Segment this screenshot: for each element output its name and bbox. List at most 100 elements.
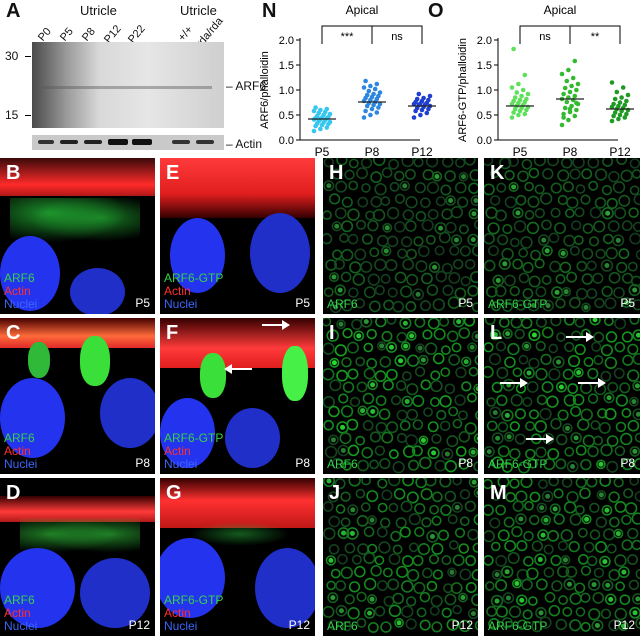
cell-outline [494,285,507,297]
cell-outline [415,260,428,273]
cell-outline [602,579,614,591]
cell-outline [458,619,471,633]
cell-outline [339,233,349,243]
age-label: P8 [135,456,150,470]
cell-outline [499,158,512,170]
cell-outline [541,245,553,257]
channel-label-nuclei: Nuclei [164,619,198,633]
cell-center [338,321,344,327]
cell-outline [344,542,356,554]
cell-center [476,436,478,441]
cell-outline [455,446,467,457]
cell-outline [516,594,528,606]
data-point [327,111,333,117]
cell-outline [400,285,413,298]
cell-outline [325,555,337,566]
cell-outline [566,491,579,504]
cell-outline [557,194,568,206]
cell-center [431,450,437,456]
cell-center [556,359,562,365]
cell-outline [406,248,417,260]
cell-outline [632,593,640,605]
cell-outline [382,222,393,233]
data-point [427,93,433,99]
cell-center [349,530,355,536]
cell-outline [348,581,361,593]
cell-outline [394,193,405,204]
channel-label-arf6: ARF6 [327,457,358,471]
cell-outline [431,515,442,526]
cell-outline [621,458,634,471]
cell-outline [571,220,582,231]
cell-outline [336,158,348,166]
cell-outline [557,169,570,182]
cell-outline [566,196,579,209]
cell-outline [385,259,398,272]
cell-outline [370,565,382,577]
cell-outline [450,582,463,595]
cell-outline [522,288,534,300]
cell-outline [413,236,424,247]
cell-outline [470,195,478,206]
cell-texture [323,318,478,474]
cell-outline [401,371,412,382]
cell-outline [520,236,533,249]
cell-outline [606,435,619,447]
channel-label-actin: Actin [164,606,191,620]
cell-center [541,237,547,243]
cell-outline [534,258,545,269]
cell-outline [527,458,538,469]
cell-center [330,437,336,443]
cell-outline [560,529,574,542]
cell-outline [435,270,447,283]
cell-outline [440,184,452,196]
micrograph-j: J ARF6 P12 [323,478,478,636]
cell-center [434,173,440,179]
cell-outline [458,224,469,235]
cell-outline [323,368,335,381]
data-point [318,107,323,113]
cell-outline [418,354,429,366]
cell-outline [613,286,625,299]
cell-outline [419,300,431,312]
cell-outline [386,318,397,325]
cell-outline [387,287,398,298]
cell-outline [395,380,407,391]
cell-center [634,383,640,389]
data-point [377,101,383,107]
cell-outline [564,208,575,219]
cell-outline [504,196,517,209]
cell-outline [502,301,513,313]
cell-outline [458,327,471,339]
cell-center [506,434,512,440]
cell-outline [401,555,414,567]
cell-outline [471,244,478,257]
cell-outline [446,435,459,448]
cell-center [448,198,454,204]
cell-outline [431,542,444,555]
cell-outline [621,408,632,418]
cell-center [543,517,549,523]
micrograph-h: H ARF6 P5 [323,158,478,314]
cell-outline [529,514,540,526]
cell-outline [528,357,540,369]
cell-outline [540,353,552,365]
y-axis-label: ARF6-GTP/phalloidin [457,38,469,142]
cell-outline [497,529,510,542]
cell-outline [374,258,387,271]
cell-outline [572,393,585,406]
cell-outline [603,528,616,541]
cell-outline [402,258,415,271]
cell-center [537,557,543,563]
cell-center [432,264,438,270]
cell-outline [348,287,359,298]
age-label: P12 [128,618,150,632]
data-point [609,80,615,85]
cell-outline [468,366,478,377]
cell-outline [520,478,533,489]
cell-center [398,358,404,364]
data-point [418,112,423,118]
cell-outline [501,409,514,422]
cell-outline [467,342,478,353]
cell-outline [457,410,468,421]
